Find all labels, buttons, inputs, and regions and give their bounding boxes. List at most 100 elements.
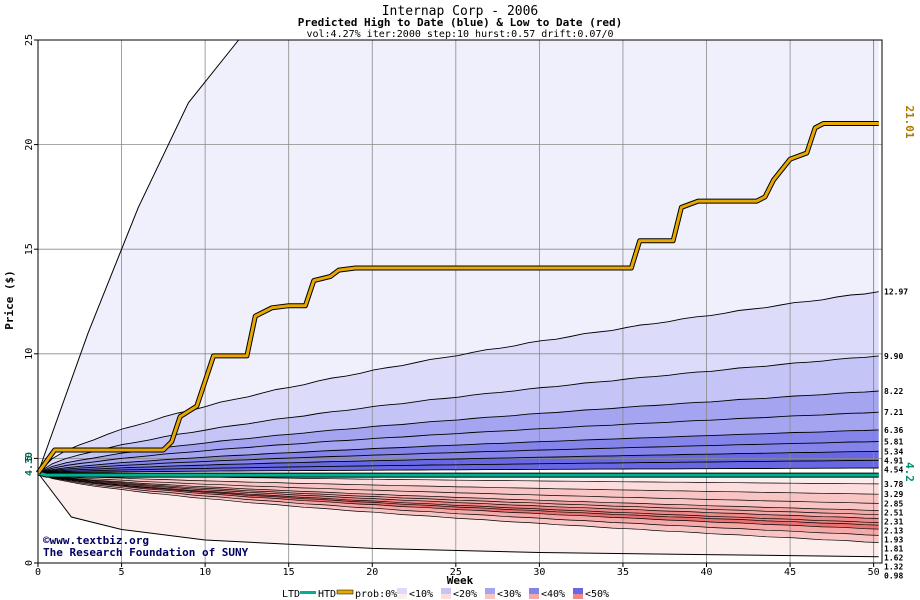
right-value-label: 4.54 — [884, 465, 903, 474]
htd-last-label: 21.01 — [903, 105, 916, 138]
band-high-2 — [38, 355, 879, 473]
x-tick-label: 0 — [35, 567, 41, 578]
low-curve-line — [37, 472, 879, 543]
right-value-label: 9.90 — [884, 352, 903, 361]
credit-organization: The Research Foundation of SUNY — [43, 546, 249, 559]
y-tick-label: 20 — [24, 139, 35, 151]
legend-prob-swatch-blue — [529, 588, 539, 594]
credit-website: ©www.textbiz.org — [43, 534, 149, 547]
legend-prob-label: <20% — [453, 589, 477, 600]
band-low-6 — [38, 473, 879, 519]
low-curve-line — [37, 472, 879, 530]
legend-prob-swatch-red — [485, 594, 495, 599]
band-low-5 — [38, 473, 879, 515]
legend-ltd-label: LTD — [282, 589, 300, 600]
legend-ltd-swatch — [300, 591, 316, 594]
x-tick-label: 30 — [533, 567, 545, 578]
legend-prob-swatch-blue — [397, 588, 407, 594]
low-curve-line — [37, 472, 879, 519]
x-tick-label: 25 — [450, 567, 462, 578]
x-tick-label: 45 — [784, 567, 796, 578]
high-curve-line — [37, 291, 879, 474]
plot-frame — [37, 39, 883, 564]
right-value-label: 5.34 — [884, 447, 903, 456]
chart-title: Internap Corp - 2006 — [382, 4, 539, 19]
high-curve-line — [37, 429, 879, 474]
legend-prob-label: <40% — [541, 589, 565, 600]
quantile-curves — [37, 39, 879, 558]
low-curve-line — [37, 472, 879, 536]
htd-line — [36, 122, 879, 474]
y-tick-label: 5 — [24, 455, 35, 461]
high-curve-line — [37, 450, 879, 474]
ltd-line — [37, 471, 879, 477]
high-curve-line — [37, 411, 879, 474]
legend-prob-items: <10% <20% <30% <40% <50% — [397, 588, 609, 600]
right-value-label: 7.21 — [884, 408, 903, 417]
band-low-3 — [38, 473, 879, 504]
x-tick-label: 20 — [366, 567, 378, 578]
band-low-10 — [38, 473, 879, 536]
low-curve-line — [37, 472, 879, 511]
y-tick-label: 25 — [24, 34, 35, 46]
band-high-4 — [38, 412, 879, 473]
ltd-last-label: 4.2 — [903, 462, 916, 482]
legend-prob-swatch-red — [397, 594, 407, 599]
low-curve-line — [37, 472, 879, 516]
band-low-4 — [38, 473, 879, 511]
band-high-3 — [38, 391, 879, 473]
right-value-label: 3.29 — [884, 490, 903, 499]
start-price-label: 4.30 — [24, 452, 35, 476]
legend-prob-swatch-red — [441, 594, 451, 599]
legend-prob-swatch-blue — [485, 588, 495, 594]
y-axis-ticks: 0 5 10 15 20 25 — [24, 34, 38, 566]
right-value-label: 5.81 — [884, 437, 903, 446]
band-low-9 — [38, 473, 879, 530]
legend-prob-prefix: prob:0% — [355, 589, 397, 600]
low-curve-line — [37, 472, 879, 504]
x-axis-label: Week — [447, 574, 474, 587]
right-value-label: 12.97 — [884, 288, 908, 297]
band-high-1 — [38, 291, 879, 473]
x-tick-label: 50 — [868, 567, 880, 578]
band-high-6 — [38, 441, 879, 473]
high-curve-line — [37, 355, 879, 474]
x-tick-label: 35 — [617, 567, 629, 578]
x-tick-label: 5 — [119, 567, 125, 578]
x-axis-ticks: 0 5 10 15 20 25 30 35 40 45 50 — [35, 563, 880, 578]
right-value-label: 1.62 — [884, 553, 903, 562]
y-tick-label: 15 — [24, 243, 35, 255]
right-value-label: 6.36 — [884, 426, 903, 435]
chart-params: vol:4.27% iter:2000 step:10 hurst:0.57 d… — [306, 29, 613, 40]
high-curve-line — [37, 459, 879, 474]
upper-envelope-line — [37, 39, 239, 474]
right-value-label: 8.22 — [884, 387, 903, 396]
right-value-label: 2.51 — [884, 508, 903, 517]
band-high-5 — [38, 429, 879, 473]
right-value-labels: 12.97 9.90 8.22 7.21 6.36 5.815.344.914.54 3.7… — [884, 288, 908, 581]
low-curve-line — [37, 472, 879, 495]
legend-htd-swatch — [336, 589, 354, 595]
right-value-label: 0.98 — [884, 571, 903, 580]
legend-prob-swatch-red — [529, 594, 539, 599]
right-value-label: 2.85 — [884, 499, 903, 508]
band-low-2 — [38, 473, 879, 495]
y-tick-label: 0 — [24, 560, 35, 566]
y-tick-label: 10 — [24, 348, 35, 360]
chart-subtitle: Predicted High to Date (blue) & Low to D… — [298, 16, 623, 29]
x-tick-label: 40 — [700, 567, 712, 578]
band-low-7 — [38, 473, 879, 523]
band-low-8 — [38, 473, 879, 526]
legend-htd-label: HTD — [318, 589, 336, 600]
legend-prob-swatch-blue — [441, 588, 451, 594]
right-value-label: 1.32 — [884, 562, 903, 571]
right-value-label: 2.31 — [884, 517, 903, 526]
y-axis-label: Price ($) — [3, 270, 16, 330]
legend-prob-label: <50% — [585, 589, 609, 600]
legend-prob-swatch-red — [573, 594, 583, 599]
right-value-label: 1.81 — [884, 544, 903, 553]
high-curve-line — [37, 467, 879, 474]
right-value-label: 4.91 — [884, 456, 903, 465]
legend: LTD HTD prob:0% <10% <20% <30% <40% <50% — [282, 588, 609, 600]
